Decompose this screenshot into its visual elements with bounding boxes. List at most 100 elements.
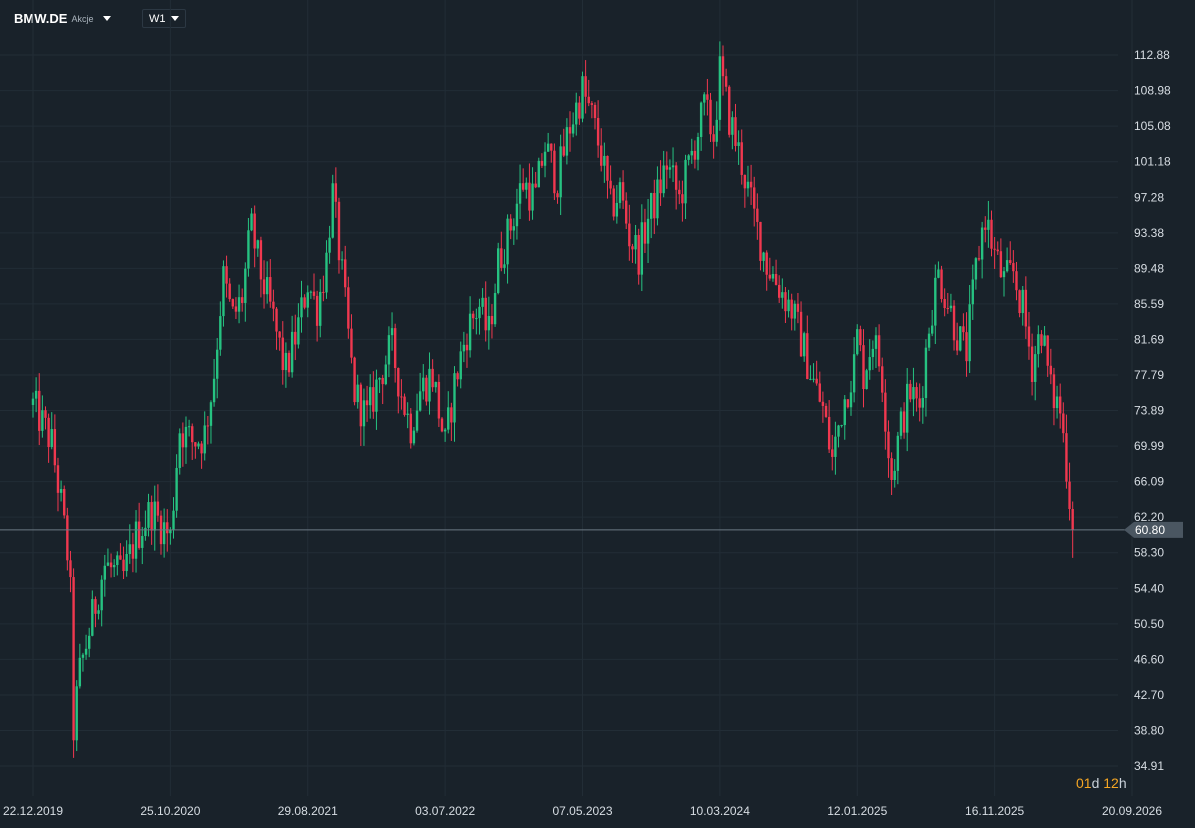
candle-body — [362, 400, 366, 427]
candle-body — [600, 145, 603, 166]
candle-body — [665, 165, 668, 170]
candle-body — [1055, 396, 1059, 409]
symbol-selector[interactable]: BMW.DE Akcje — [14, 8, 112, 28]
candle-body — [72, 577, 75, 741]
candle-body — [937, 269, 940, 278]
countdown-days-value: 01 — [1076, 775, 1092, 791]
candle-body — [144, 527, 147, 537]
candle-body — [765, 252, 768, 275]
candle-body — [418, 391, 422, 411]
y-axis: 112.88 108.98 105.08 101.18 97.28 93.38 89.48 8… — [1134, 48, 1171, 773]
candle-body — [375, 379, 378, 412]
candle-body — [509, 218, 512, 231]
candle-body — [959, 326, 962, 351]
candle-body — [718, 56, 722, 120]
candle-body — [596, 118, 600, 146]
candle-body — [497, 248, 500, 294]
candle-body — [434, 381, 437, 388]
chart-toolbar: BMW.DE Akcje W1 — [0, 0, 1195, 34]
candle-body — [790, 299, 793, 319]
countdown-hours-unit: h — [1118, 775, 1127, 791]
candle-body — [400, 396, 403, 398]
y-tick-label: 89.48 — [1134, 261, 1164, 275]
candle-body — [862, 345, 865, 390]
candle-body — [640, 222, 644, 275]
candle-body — [91, 599, 94, 636]
candle-body — [609, 180, 612, 189]
candle-body — [902, 411, 906, 433]
candle-body — [734, 117, 737, 146]
candle-body — [50, 429, 53, 448]
candle-body — [743, 174, 747, 189]
candle-body — [984, 227, 987, 230]
candle-body — [568, 127, 572, 134]
y-tick-label: 69.99 — [1134, 439, 1164, 453]
candle-body — [340, 259, 344, 261]
candle-body — [212, 378, 216, 403]
candle-body — [668, 167, 672, 170]
candle-body — [671, 165, 675, 168]
candle-body — [625, 200, 628, 224]
candle-body — [1046, 335, 1049, 366]
interval-selector[interactable]: W1 — [142, 9, 186, 28]
candle-body — [265, 277, 269, 295]
candle-body — [962, 326, 965, 333]
candle-body — [971, 279, 974, 305]
candle-body — [728, 86, 731, 135]
candle-body — [724, 76, 728, 87]
candle-body — [147, 502, 150, 528]
candle-body — [987, 219, 990, 230]
candle-body — [924, 347, 928, 398]
candle-body — [312, 291, 316, 296]
candle-body — [1030, 346, 1034, 382]
candle-body — [643, 222, 647, 244]
countdown-hours-value: 12 — [1103, 775, 1119, 791]
candle-body — [41, 410, 44, 431]
candle-body — [965, 332, 968, 362]
candle-body — [175, 467, 178, 511]
candle-body — [1068, 481, 1071, 510]
candle-body — [63, 488, 66, 516]
candle-body — [999, 251, 1003, 278]
candle-body — [799, 311, 803, 357]
candle-body — [715, 119, 718, 142]
candle-body — [31, 398, 35, 405]
candle-body — [634, 234, 637, 250]
candle-body — [69, 560, 72, 578]
candle-body — [368, 387, 372, 406]
candle-body — [462, 344, 466, 352]
candle-body — [934, 277, 937, 326]
candle-body — [827, 416, 831, 450]
candle-body — [949, 305, 953, 309]
candle-body — [197, 443, 200, 447]
candle-body — [428, 368, 431, 402]
candle-body — [347, 287, 350, 329]
candle-body — [521, 183, 525, 190]
candle-body — [812, 378, 815, 380]
candle-body — [56, 465, 60, 493]
y-tick-label: 54.40 — [1134, 581, 1164, 595]
candle-body — [821, 401, 825, 406]
candle-body — [709, 99, 712, 135]
y-tick-label: 77.79 — [1134, 368, 1164, 382]
candle-body — [584, 76, 587, 97]
candle-body — [759, 221, 762, 261]
candle-body — [365, 400, 369, 406]
candle-body — [256, 240, 259, 249]
candle-body — [612, 188, 615, 217]
candle-body — [234, 306, 238, 312]
candle-body — [990, 219, 993, 249]
candle-body — [106, 562, 110, 566]
candle-body — [653, 193, 656, 219]
candle-body — [38, 390, 41, 431]
candle-body — [415, 410, 419, 431]
candle-body — [590, 103, 594, 105]
candle-body — [977, 258, 981, 260]
candle-body — [615, 202, 619, 217]
candle-body — [153, 501, 156, 531]
y-tick-label: 66.09 — [1134, 475, 1164, 489]
candle-body — [930, 325, 934, 334]
candle-body — [156, 501, 160, 516]
candle-body — [646, 218, 650, 244]
